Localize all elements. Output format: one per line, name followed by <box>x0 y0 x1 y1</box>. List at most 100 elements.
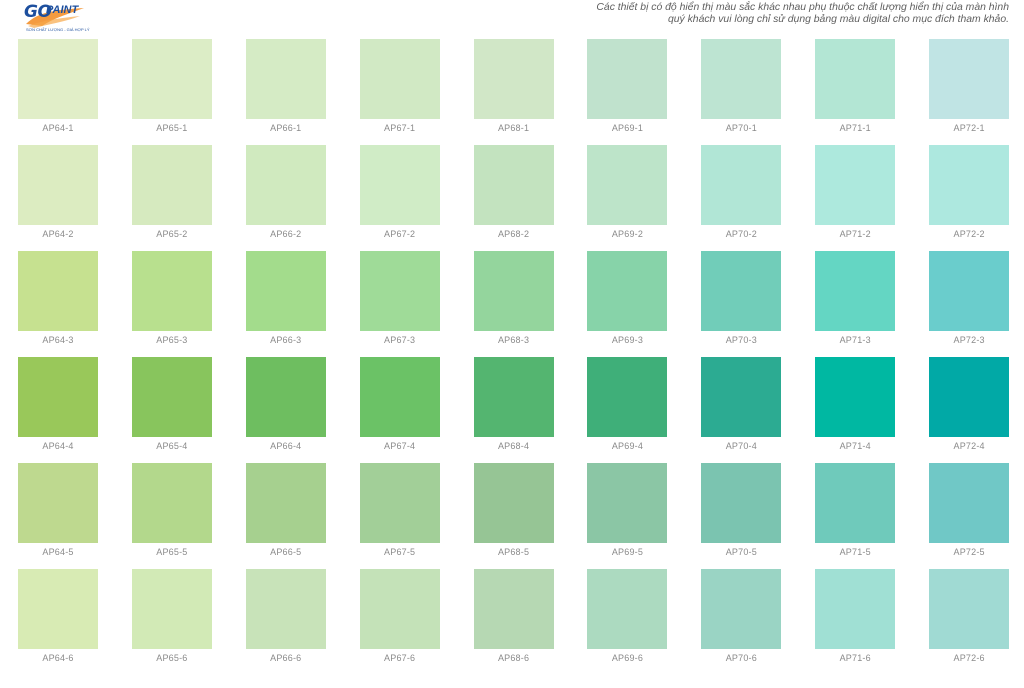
swatch-card[interactable]: AP68-1 <box>473 39 554 133</box>
swatch-card[interactable]: AP70-2 <box>701 145 782 239</box>
color-swatch[interactable] <box>815 39 896 119</box>
swatch-card[interactable]: AP64-2 <box>18 145 98 239</box>
swatch-card[interactable]: AP64-6 <box>18 569 98 663</box>
swatch-card[interactable]: AP69-2 <box>587 145 668 239</box>
color-swatch[interactable] <box>473 569 554 649</box>
swatch-card[interactable]: AP65-5 <box>131 463 212 557</box>
color-swatch[interactable] <box>815 145 896 225</box>
swatch-card[interactable]: AP69-5 <box>587 463 668 557</box>
swatch-card[interactable]: AP65-4 <box>131 357 212 451</box>
swatch-card[interactable]: AP66-6 <box>245 569 326 663</box>
swatch-card[interactable]: AP72-1 <box>929 39 1010 133</box>
color-swatch[interactable] <box>18 145 98 225</box>
swatch-card[interactable]: AP67-4 <box>359 357 440 451</box>
color-swatch[interactable] <box>359 251 440 331</box>
color-swatch[interactable] <box>815 569 896 649</box>
color-swatch[interactable] <box>473 39 554 119</box>
color-swatch[interactable] <box>245 145 326 225</box>
color-swatch[interactable] <box>701 251 782 331</box>
swatch-card[interactable]: AP68-2 <box>473 145 554 239</box>
swatch-card[interactable]: AP71-5 <box>815 463 896 557</box>
swatch-card[interactable]: AP69-1 <box>587 39 668 133</box>
color-swatch[interactable] <box>131 145 212 225</box>
color-swatch[interactable] <box>587 39 668 119</box>
color-swatch[interactable] <box>587 357 668 437</box>
color-swatch[interactable] <box>587 251 668 331</box>
swatch-card[interactable]: AP71-2 <box>815 145 896 239</box>
color-swatch[interactable] <box>815 251 896 331</box>
color-swatch[interactable] <box>131 39 212 119</box>
swatch-card[interactable]: AP68-5 <box>473 463 554 557</box>
color-swatch[interactable] <box>359 463 440 543</box>
color-swatch[interactable] <box>815 357 896 437</box>
color-swatch[interactable] <box>131 569 212 649</box>
color-swatch[interactable] <box>359 569 440 649</box>
color-swatch[interactable] <box>18 357 98 437</box>
color-swatch[interactable] <box>245 39 326 119</box>
color-swatch[interactable] <box>815 463 896 543</box>
swatch-card[interactable]: AP64-5 <box>18 463 98 557</box>
color-swatch[interactable] <box>245 569 326 649</box>
swatch-card[interactable]: AP65-3 <box>131 251 212 345</box>
color-swatch[interactable] <box>131 251 212 331</box>
swatch-card[interactable]: AP70-4 <box>701 357 782 451</box>
swatch-card[interactable]: AP69-6 <box>587 569 668 663</box>
color-swatch[interactable] <box>473 357 554 437</box>
swatch-card[interactable]: AP66-3 <box>245 251 326 345</box>
swatch-card[interactable]: AP65-2 <box>131 145 212 239</box>
swatch-card[interactable]: AP67-3 <box>359 251 440 345</box>
swatch-card[interactable]: AP72-2 <box>929 145 1010 239</box>
swatch-card[interactable]: AP70-3 <box>701 251 782 345</box>
swatch-card[interactable]: AP67-5 <box>359 463 440 557</box>
swatch-card[interactable]: AP71-6 <box>815 569 896 663</box>
swatch-card[interactable]: AP66-5 <box>245 463 326 557</box>
color-swatch[interactable] <box>359 39 440 119</box>
color-swatch[interactable] <box>245 251 326 331</box>
color-swatch[interactable] <box>18 463 98 543</box>
swatch-card[interactable]: AP72-6 <box>929 569 1010 663</box>
color-swatch[interactable] <box>359 145 440 225</box>
swatch-card[interactable]: AP70-5 <box>701 463 782 557</box>
color-swatch[interactable] <box>929 39 1010 119</box>
color-swatch[interactable] <box>701 463 782 543</box>
swatch-card[interactable]: AP72-5 <box>929 463 1010 557</box>
color-swatch[interactable] <box>929 569 1010 649</box>
swatch-card[interactable]: AP70-1 <box>701 39 782 133</box>
swatch-card[interactable]: AP67-6 <box>359 569 440 663</box>
swatch-card[interactable]: AP66-2 <box>245 145 326 239</box>
color-swatch[interactable] <box>587 569 668 649</box>
color-swatch[interactable] <box>473 145 554 225</box>
color-swatch[interactable] <box>131 357 212 437</box>
swatch-card[interactable]: AP67-2 <box>359 145 440 239</box>
swatch-card[interactable]: AP71-3 <box>815 251 896 345</box>
color-swatch[interactable] <box>18 39 98 119</box>
color-swatch[interactable] <box>245 357 326 437</box>
swatch-card[interactable]: AP65-1 <box>131 39 212 133</box>
swatch-card[interactable]: AP66-1 <box>245 39 326 133</box>
color-swatch[interactable] <box>587 145 668 225</box>
swatch-card[interactable]: AP68-4 <box>473 357 554 451</box>
color-swatch[interactable] <box>929 145 1010 225</box>
color-swatch[interactable] <box>701 569 782 649</box>
swatch-card[interactable]: AP64-1 <box>18 39 98 133</box>
color-swatch[interactable] <box>701 145 782 225</box>
color-swatch[interactable] <box>359 357 440 437</box>
color-swatch[interactable] <box>929 463 1010 543</box>
swatch-card[interactable]: AP71-4 <box>815 357 896 451</box>
color-swatch[interactable] <box>18 569 98 649</box>
swatch-card[interactable]: AP68-6 <box>473 569 554 663</box>
swatch-card[interactable]: AP70-6 <box>701 569 782 663</box>
swatch-card[interactable]: AP68-3 <box>473 251 554 345</box>
color-swatch[interactable] <box>245 463 326 543</box>
swatch-card[interactable]: AP72-4 <box>929 357 1010 451</box>
color-swatch[interactable] <box>473 463 554 543</box>
swatch-card[interactable]: AP65-6 <box>131 569 212 663</box>
color-swatch[interactable] <box>131 463 212 543</box>
color-swatch[interactable] <box>18 251 98 331</box>
swatch-card[interactable]: AP64-4 <box>18 357 98 451</box>
swatch-card[interactable]: AP66-4 <box>245 357 326 451</box>
swatch-card[interactable]: AP69-4 <box>587 357 668 451</box>
swatch-card[interactable]: AP71-1 <box>815 39 896 133</box>
swatch-card[interactable]: AP69-3 <box>587 251 668 345</box>
color-swatch[interactable] <box>473 251 554 331</box>
